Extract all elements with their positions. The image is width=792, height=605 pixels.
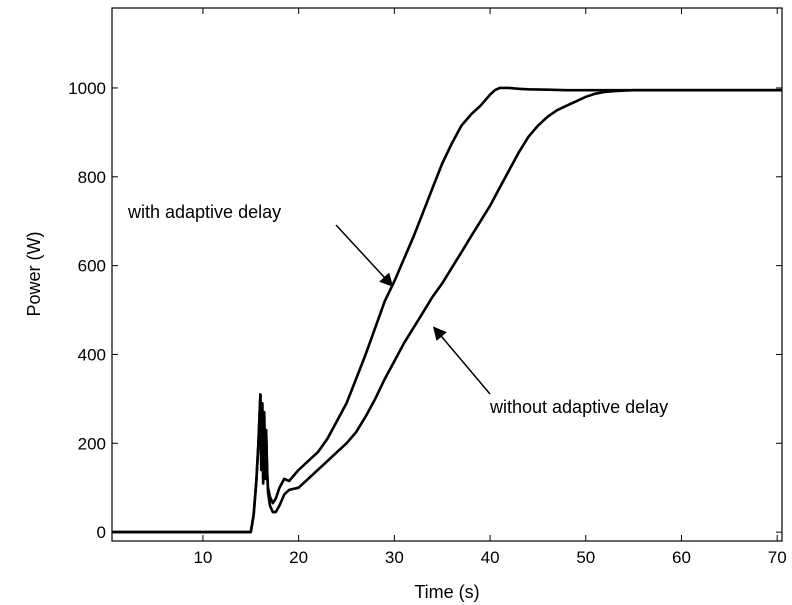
y-tick-label: 800 [78,168,106,187]
annotation-with-adaptive-delay: with adaptive delay [127,202,281,222]
x-axis-label: Time (s) [414,582,479,602]
y-tick-label: 400 [78,345,106,364]
x-tick-label: 70 [768,548,787,567]
y-tick-label: 200 [78,434,106,453]
annotation-without-adaptive-delay: without adaptive delay [489,397,668,417]
axis-ticks: 10 20 30 40 50 60 70 0 200 400 600 800 1000 [68,8,787,567]
series-group [112,86,782,534]
annotations-group: with adaptive delay without adaptive dela… [127,202,668,417]
series-line-without-adaptive-delay [112,88,782,534]
x-tick-label: 30 [385,548,404,567]
x-tick-label: 50 [576,548,595,567]
y-tick-label: 1000 [68,79,106,98]
y-tick-label: 0 [97,523,106,542]
y-axis-label: Power (W) [24,232,44,317]
x-tick-label: 60 [672,548,691,567]
y-tick-label: 600 [78,257,106,276]
x-tick-label: 10 [193,548,212,567]
x-tick-label: 40 [481,548,500,567]
x-tick-label: 20 [289,548,308,567]
annotation-arrow-without [432,326,491,395]
annotation-arrow-with [335,224,394,288]
